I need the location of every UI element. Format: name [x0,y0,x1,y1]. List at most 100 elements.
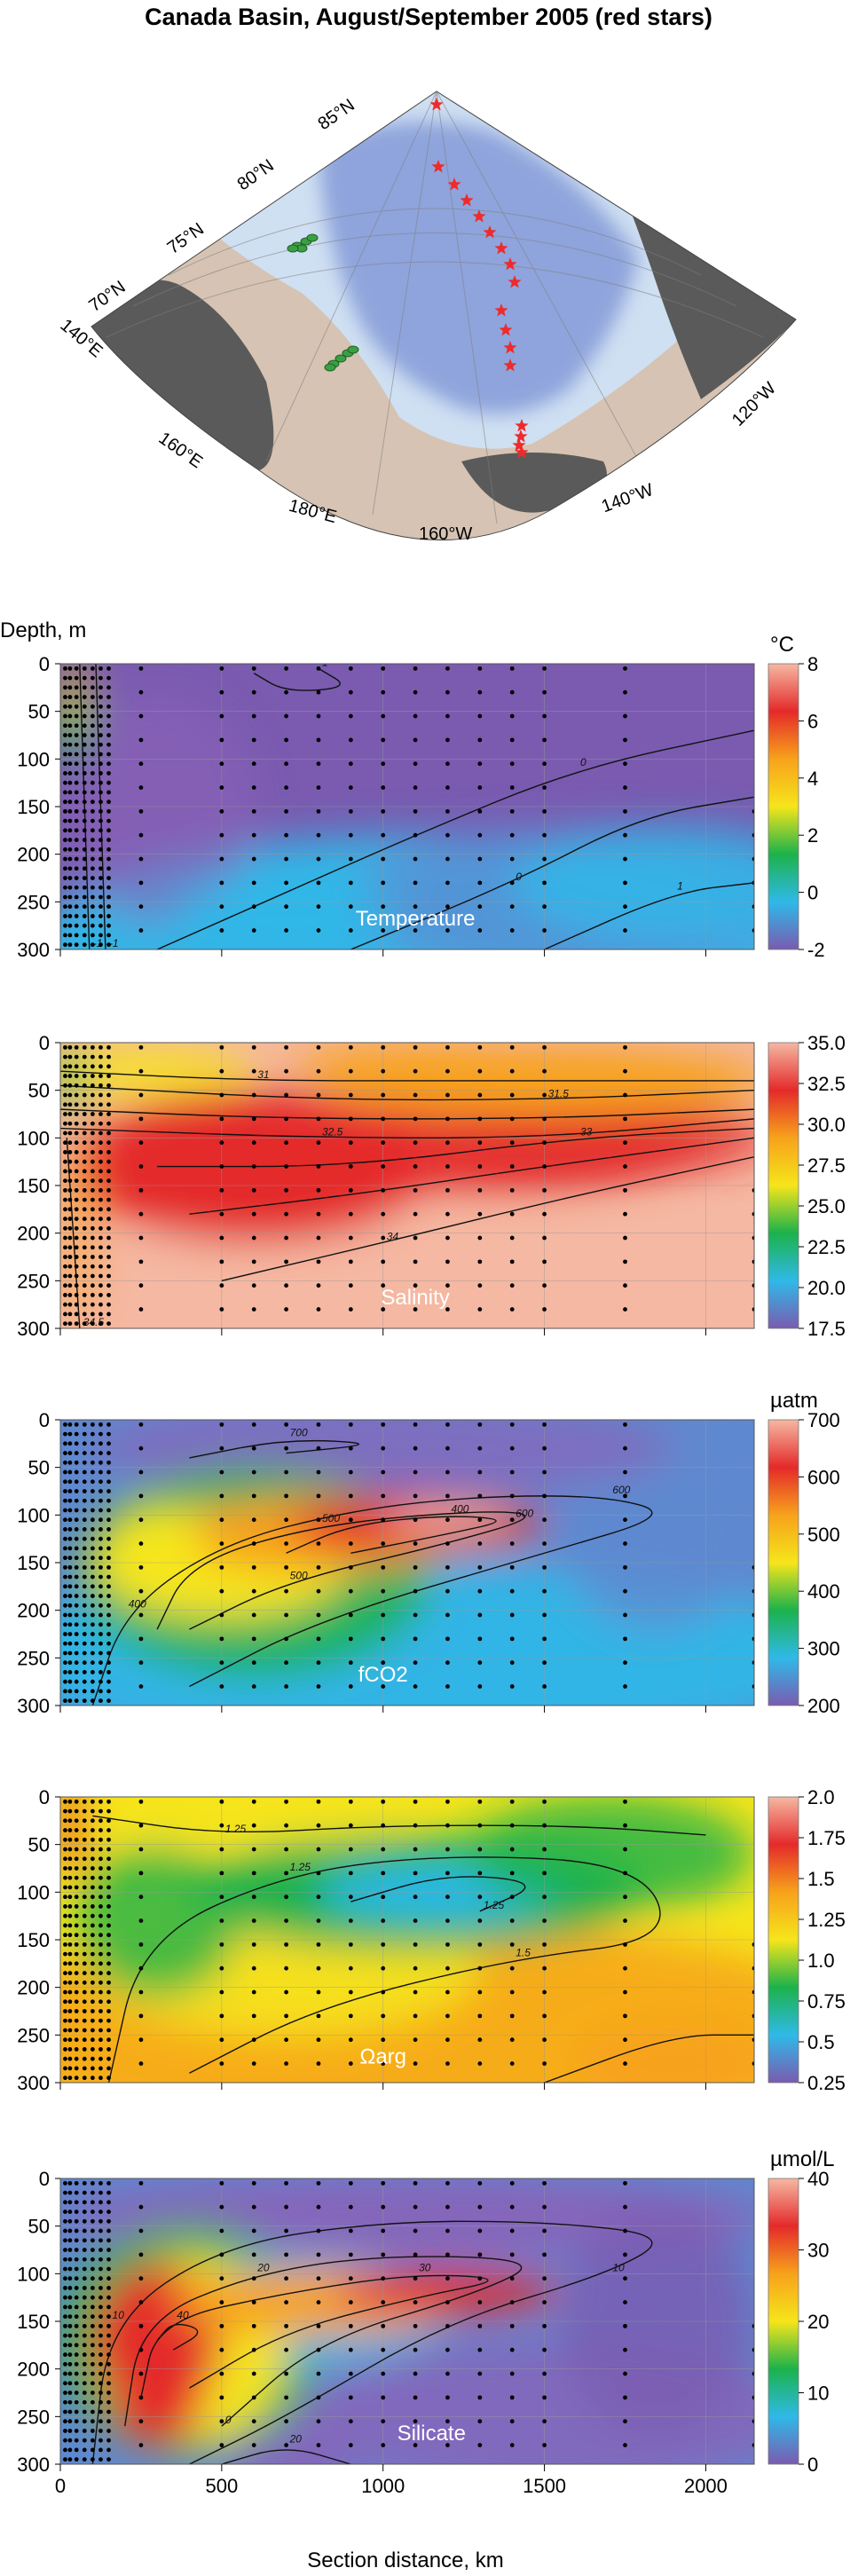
sample-dot [477,2252,483,2257]
sample-dot [90,1140,95,1146]
sample-dot [623,2443,627,2447]
sample-dot [445,2323,450,2328]
sample-dot [542,2395,547,2400]
sample-dot [542,2443,547,2447]
sample-dot [138,689,144,695]
sample-dot [82,1140,87,1146]
sample-dot [74,2399,79,2405]
sample-dot [82,1064,87,1069]
sample-dot [67,2047,73,2052]
sample-dot [98,2248,103,2252]
sample-dot [90,1933,95,1938]
sample-dot [106,2228,111,2233]
sample-dot [63,761,67,767]
sample-dot [74,1885,79,1890]
sample-dot [98,1187,103,1193]
sample-dot [509,761,515,767]
sample-dot [445,2371,450,2376]
sample-dot [542,1422,547,1427]
sample-dot [106,1961,111,1966]
sample-dot [82,808,87,814]
sample-dot [74,1904,79,1909]
x-axis [59,1706,706,1713]
sample-dot [316,2323,321,2328]
sample-dot [509,1493,515,1499]
sample-dot [98,1679,103,1684]
sample-dot [82,695,87,699]
sample-dot [509,1660,515,1666]
sample-dot [98,2018,103,2023]
sample-dot [477,1942,483,1947]
sample-dot [284,1660,289,1666]
sample-dot [477,856,483,862]
sample-dot [219,2419,224,2424]
sample-dot [106,713,111,719]
sample-dot [90,856,95,862]
sample-dot [74,1054,79,1060]
sample-dot [106,2381,111,2386]
sample-dot [316,2180,321,2186]
sample-dot [82,1594,87,1598]
sample-dot [90,1536,95,1541]
sample-dot [413,928,418,933]
sample-dot [509,737,515,743]
sample-dot [348,1259,353,1264]
sample-dot [477,2419,483,2424]
sample-dot [74,2371,79,2376]
sample-dot [445,737,450,743]
station-stars [429,98,529,459]
sample-dot [542,737,547,743]
sample-dot [477,1871,483,1876]
sample-dot [67,1102,73,1107]
sample-dot [106,1479,111,1485]
sample-dot [90,2381,95,2386]
sample-dot [106,1321,111,1327]
sample-dot [752,2037,754,2043]
sample-dot [251,1612,256,1618]
sample-dot [509,1469,515,1475]
sample-dot [106,1140,111,1146]
sample-dot [251,1469,256,1475]
sample-dot [98,942,103,948]
colorbar-tick-label: 1.25 [807,1909,846,1931]
sample-dot [74,1312,79,1317]
sample-dot [219,1283,224,1288]
sample-dot [106,2343,111,2348]
sample-dot [82,1431,87,1437]
sample-dot [90,1312,95,1317]
sample-dot [106,1564,111,1570]
sample-dot [381,1847,386,1852]
sample-dot [74,1178,79,1184]
sample-dot [74,942,79,948]
sample-dot [98,2238,103,2243]
sample-dot [413,1660,418,1666]
sample-dot [63,2056,67,2061]
colorbar [767,663,799,950]
sample-dot [413,1588,418,1594]
sample-dot [623,1116,627,1122]
sample-dot [82,1150,87,1154]
sample-dot [67,2200,73,2205]
sample-dot [413,2180,418,2186]
sample-dot [284,2061,289,2066]
sample-dot [74,2200,79,2205]
sample-dot [752,856,754,862]
panel-label: fCO2 [358,1663,408,1687]
sample-dot [445,785,450,790]
sample-dot [67,1847,73,1852]
sample-dot [381,1422,386,1427]
sample-dot [82,2419,87,2424]
green-marker [324,363,336,372]
sample-dot [542,2323,547,2328]
y-tick-label: 100 [17,748,50,770]
contour-line [91,1495,653,1706]
sample-dot [106,1159,111,1164]
sample-dot [413,856,418,862]
sample-dot [445,689,450,695]
sample-dot [82,2381,87,2386]
contour-label: 1 [225,1823,232,1835]
sample-dot [542,2228,547,2233]
sample-dot [74,1584,79,1589]
sample-dot [67,1140,73,1146]
